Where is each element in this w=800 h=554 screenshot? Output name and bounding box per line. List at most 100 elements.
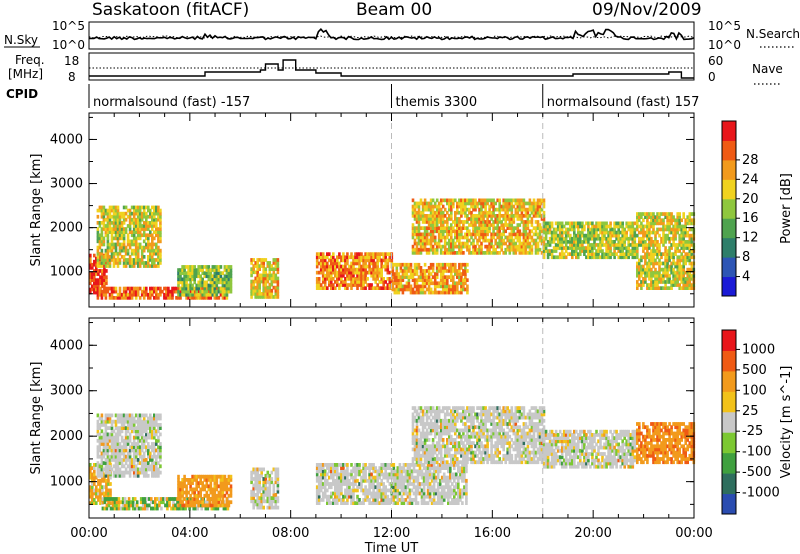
power-cell: [419, 287, 423, 292]
power-cell: [644, 252, 647, 256]
power-cell: [270, 267, 274, 271]
velocity-cell: [142, 426, 146, 430]
velocity-cell: [106, 413, 110, 418]
power-cell: [370, 267, 373, 272]
power-cell: [597, 236, 600, 241]
power-cell: [668, 280, 671, 284]
velocity-cell: [118, 419, 122, 424]
velocity-cell: [131, 500, 135, 505]
power-cell: [321, 277, 325, 281]
power-cell: [470, 241, 473, 246]
power-cell: [108, 245, 112, 250]
velocity-cell: [254, 502, 257, 507]
velocity-cell: [270, 470, 274, 475]
velocity-cell: [191, 497, 194, 501]
power-cell: [609, 227, 612, 232]
velocity-cell: [114, 473, 118, 478]
power-cell: [494, 247, 497, 252]
velocity-cell: [102, 451, 106, 456]
power-cell: [352, 255, 355, 260]
power-cell: [439, 207, 443, 212]
velocity-cell: [138, 432, 142, 437]
power-cell: [405, 281, 409, 286]
velocity-cell: [128, 467, 132, 472]
velocity-cell: [126, 419, 130, 424]
velocity-cell: [104, 445, 108, 450]
power-cell: [577, 252, 580, 256]
power-cell: [605, 243, 608, 247]
power-cell: [342, 252, 345, 256]
power-cell: [145, 245, 148, 250]
power-cell: [128, 217, 132, 222]
power-cell: [122, 296, 126, 300]
power-cell: [480, 229, 483, 234]
power-cell: [571, 249, 574, 253]
power-cell: [648, 227, 651, 232]
velocity-cell: [116, 464, 120, 469]
power-cell: [644, 240, 647, 244]
power-cell: [498, 235, 501, 240]
velocity-cell: [213, 484, 217, 489]
power-cell: [484, 235, 487, 240]
power-cell: [660, 286, 663, 290]
power-cell: [338, 283, 341, 287]
power-cell: [413, 238, 417, 243]
power-cell: [360, 258, 363, 263]
velocity-cell: [132, 426, 136, 430]
velocity-cell: [95, 475, 98, 480]
power-cell: [516, 201, 520, 206]
power-cell: [323, 283, 327, 287]
power-cell: [603, 221, 606, 226]
velocity-cell: [177, 493, 180, 498]
frequency-trace: [89, 59, 694, 79]
power-cell: [510, 235, 514, 240]
power-cell: [638, 224, 641, 229]
power-cell: [155, 258, 158, 262]
power-cell: [437, 281, 441, 286]
power-cell: [540, 226, 544, 230]
power-cell: [437, 284, 441, 289]
power-cell: [272, 261, 276, 265]
power-cell: [518, 201, 522, 206]
power-cell: [106, 264, 110, 268]
power-cell: [417, 226, 421, 230]
velocity-cell: [315, 488, 319, 493]
power-cell: [272, 270, 276, 275]
power-cell: [409, 272, 413, 276]
power-cell: [597, 252, 600, 256]
power-cell: [101, 284, 104, 289]
velocity-cell: [97, 498, 100, 502]
power-cell: [395, 272, 399, 276]
power-cell: [480, 201, 483, 206]
velocity-cell: [129, 500, 133, 505]
power-cell: [472, 247, 475, 252]
power-cell: [126, 236, 130, 241]
power-cell: [460, 262, 463, 267]
power-cell: [450, 235, 453, 240]
power-cell: [205, 271, 209, 275]
power-cell: [439, 284, 443, 289]
power-cell: [145, 214, 148, 219]
y-axis-label: Slant Range [km]: [29, 154, 44, 267]
power-cell: [458, 272, 461, 276]
power-cell: [607, 246, 610, 250]
power-cell: [98, 239, 102, 244]
power-cell: [225, 292, 229, 297]
power-cell: [464, 272, 467, 276]
power-cell: [591, 255, 594, 260]
power-cell: [352, 270, 355, 275]
power-cell: [138, 245, 142, 250]
power-cell: [538, 235, 542, 240]
velocity-cell: [108, 413, 112, 418]
velocity-cell: [103, 485, 106, 490]
power-cell: [185, 280, 188, 285]
power-cell: [124, 211, 128, 216]
power-cell: [510, 220, 514, 224]
power-cell: [652, 212, 655, 216]
power-cell: [431, 220, 435, 224]
power-cell: [423, 198, 427, 203]
velocity-cell: [225, 490, 229, 495]
power-cell: [611, 230, 614, 235]
power-cell: [615, 252, 618, 256]
power-cell: [153, 205, 156, 210]
